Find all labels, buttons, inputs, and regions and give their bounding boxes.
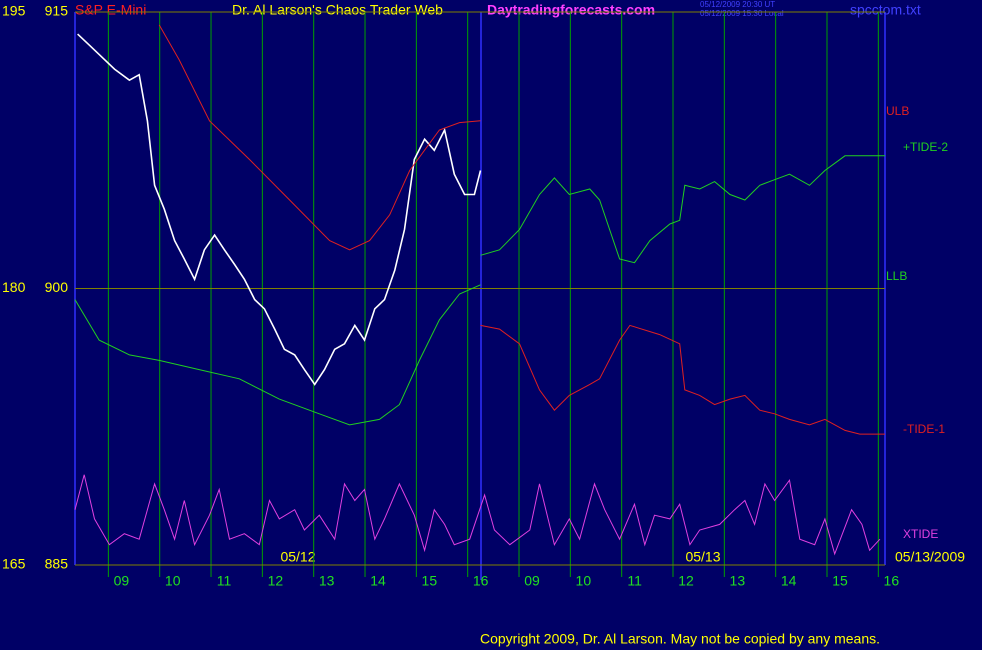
x-tick-label: 11 [217, 573, 232, 589]
series-line [480, 155, 885, 264]
x-tick-label: 15 [422, 573, 438, 589]
series-line [480, 324, 885, 435]
file-label: spcctom.txt [850, 2, 921, 18]
series-label: LLB [886, 269, 907, 283]
series-label: -TIDE-1 [903, 422, 945, 436]
series-line [74, 474, 881, 556]
x-tick-label: 13 [319, 573, 335, 589]
y-tick-label: 915 [45, 3, 69, 19]
y2-tick-label: 195 [2, 3, 26, 19]
x-tick-label: 13 [730, 573, 746, 589]
date-label: 05/13 [685, 549, 720, 565]
x-tick-label: 14 [781, 573, 797, 589]
chart-title: Dr. Al Larson's Chaos Trader Web [232, 2, 443, 18]
copyright: Copyright 2009, Dr. Al Larson. May not b… [480, 631, 880, 647]
x-tick-label: 14 [370, 573, 386, 589]
x-tick-label: 16 [884, 573, 900, 589]
y2-tick-label: 165 [2, 556, 26, 572]
site-label: Daytradingforecasts.com [487, 2, 655, 18]
x-tick-label: 09 [114, 573, 130, 589]
series-line [74, 284, 481, 426]
x-tick-label: 12 [678, 573, 694, 589]
series-line [77, 33, 482, 386]
timestamp: 05/12/2009 20:30 UT [700, 0, 775, 9]
x-tick-label: 12 [268, 573, 284, 589]
y2-tick-label: 180 [2, 279, 26, 295]
y-tick-label: 885 [45, 556, 69, 572]
instrument-label: S&P E-Mini [75, 2, 146, 18]
y-tick-label: 900 [45, 279, 69, 295]
date-label: 05/12 [280, 549, 315, 565]
x-tick-label: 15 [832, 573, 848, 589]
x-tick-label: 10 [576, 573, 592, 589]
timestamp: 05/12/2009 15:30 Local [700, 9, 784, 18]
x-tick-label: 16 [473, 573, 489, 589]
series-label: +TIDE-2 [903, 140, 948, 154]
series-line [158, 24, 481, 251]
series-label: XTIDE [903, 527, 938, 541]
x-tick-label: 10 [165, 573, 181, 589]
x-tick-label: 11 [627, 573, 642, 589]
series-label: ULB [886, 104, 909, 118]
x-tick-label: 09 [524, 573, 540, 589]
date-label: 05/13/2009 [895, 549, 965, 565]
